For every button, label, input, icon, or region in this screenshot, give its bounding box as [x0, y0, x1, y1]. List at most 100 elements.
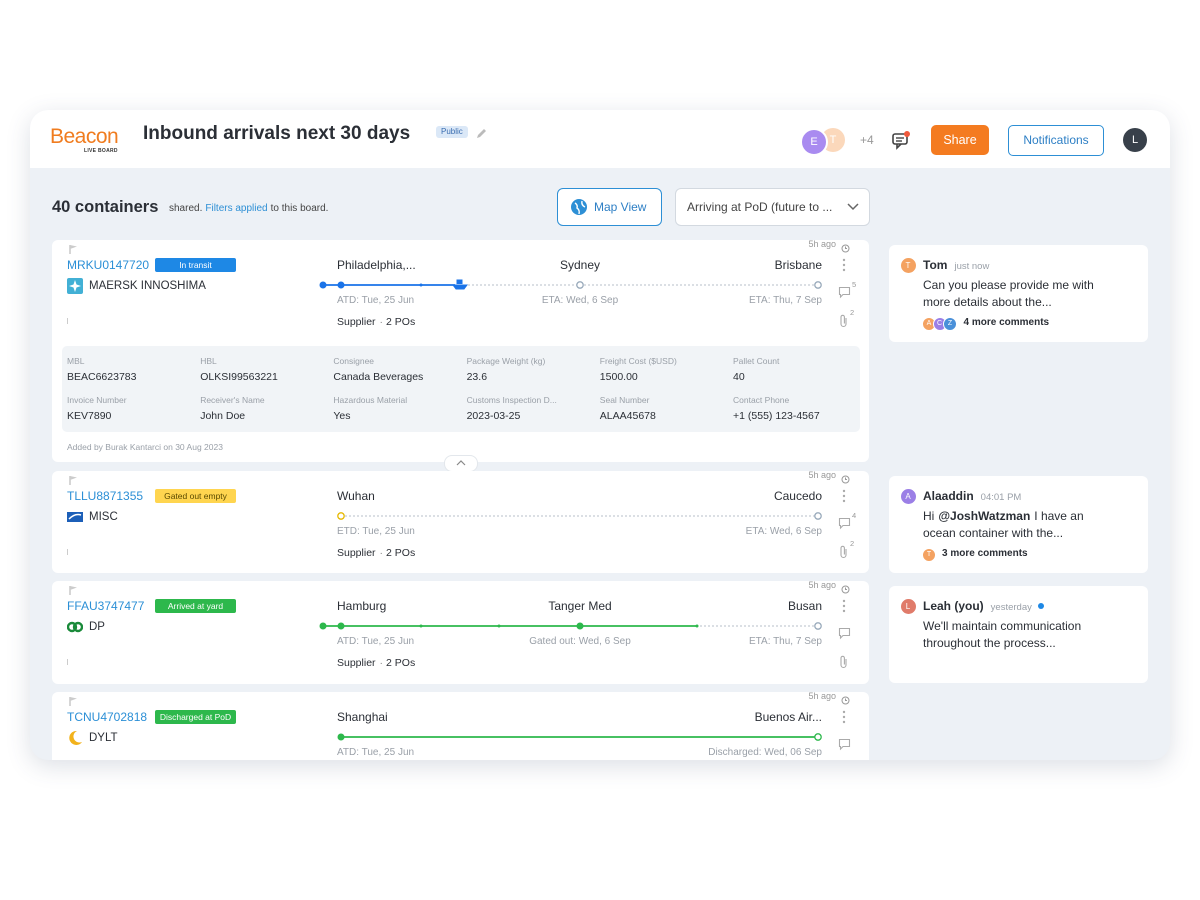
- icon-part: [842, 489, 846, 503]
- share-button[interactable]: Share: [931, 125, 989, 155]
- detail-value: Yes: [333, 409, 351, 422]
- icon-part: [814, 512, 822, 520]
- icon-part: [574, 200, 586, 215]
- comment-header: Tom just now: [923, 257, 989, 275]
- more-comments[interactable]: 3 more comments: [942, 548, 1028, 559]
- icon-part: [838, 738, 851, 751]
- destination: Buenos Air...: [754, 710, 822, 724]
- icon-part: [69, 476, 77, 485]
- more-comments[interactable]: 4 more comments: [963, 317, 1050, 328]
- icon-part: [904, 131, 910, 137]
- flag-icon: [69, 693, 79, 706]
- icon-part: [69, 586, 77, 595]
- icon-part: [841, 696, 850, 705]
- container-card: [52, 581, 869, 684]
- more-members: +4: [860, 133, 874, 147]
- notifications-button[interactable]: Notifications: [1008, 125, 1104, 156]
- map-view-button[interactable]: Map View: [557, 188, 662, 226]
- detail-label: Seal Number: [599, 394, 650, 405]
- detail-value: 40: [733, 371, 745, 383]
- added-by: Added by Burak Kantarci on 30 Aug 2023: [67, 442, 223, 452]
- detail-label: MBL: [67, 356, 85, 366]
- icon-part: [841, 244, 850, 253]
- collapse-button[interactable]: [444, 455, 478, 472]
- destination: Caucedo: [773, 489, 822, 503]
- destination-date: ETA: Wed, 6 Sep: [745, 526, 822, 537]
- board-layer: Beacon LIVE BOARD Inbound arrivals next 30…: [30, 110, 1170, 760]
- icon-part: [841, 475, 850, 484]
- detail-value: 2023-03-25: [466, 409, 521, 422]
- icon-part: [571, 199, 587, 215]
- container-card: [52, 692, 869, 760]
- container-id[interactable]: MRKU0147720: [67, 258, 150, 272]
- icon-part: [841, 696, 850, 705]
- detail-value: +1 (555) 123-4567: [733, 409, 820, 422]
- carrier-name: DP: [89, 621, 105, 633]
- origin: Hamburg: [337, 599, 387, 613]
- icon-part: [842, 599, 846, 603]
- icon-part: [840, 655, 847, 669]
- share-info: shared. Filters applied to this board.: [169, 201, 328, 217]
- icon-part: [69, 697, 77, 706]
- detail-label: Customs Inspection D...: [466, 394, 557, 405]
- filter-label: Arriving at PoD (future to ...: [687, 200, 833, 214]
- detail-value: BEAC6623783: [67, 371, 137, 383]
- icon-part: [576, 281, 584, 289]
- icon-part: [456, 460, 466, 466]
- detail-label: Freight Cost ($USD): [599, 356, 677, 366]
- history-icon: [841, 471, 850, 484]
- history-icon: [841, 692, 850, 705]
- detail-label: Invoice Number: [67, 394, 127, 405]
- comment-text: Hi @JoshWatzman I have an ocean container …: [923, 508, 1113, 542]
- icon-part: [842, 494, 846, 498]
- attachment-count: 2: [850, 539, 855, 548]
- icon-part: [838, 517, 851, 530]
- unread-dot: [1037, 603, 1044, 609]
- icon-part: [842, 609, 846, 613]
- comment-avatar: T: [900, 257, 916, 273]
- icon-part: [70, 476, 77, 480]
- supplier-info: Supplier · 2 POs: [337, 314, 415, 330]
- icon-part: [477, 129, 486, 138]
- detail-label: Hazardous Material: [333, 394, 408, 405]
- detail-value: 23.6: [466, 371, 488, 383]
- attachment-icon: [839, 314, 849, 328]
- updated-time: 5h ago: [808, 470, 836, 480]
- flag-icon: [69, 472, 79, 485]
- filter-dropdown[interactable]: Arriving at PoD (future to ...: [675, 188, 870, 226]
- icon-part: [319, 622, 822, 630]
- icon-part: [66, 621, 84, 633]
- detail-label: HBL: [200, 356, 217, 366]
- board-window: Beacon LIVE BOARD Inbound arrivals next 30…: [30, 110, 1170, 760]
- container-id[interactable]: TLLU8871355: [67, 489, 144, 503]
- container-id[interactable]: FFAU3747477: [67, 599, 145, 613]
- icon-part: [319, 281, 327, 289]
- icon-part: [847, 203, 859, 211]
- container-card: [52, 471, 869, 573]
- visibility-badge: Public: [436, 126, 468, 138]
- icon-part: [69, 730, 82, 745]
- comment-count: 4: [852, 511, 857, 520]
- comment-time: 04:01 PM: [980, 492, 1022, 503]
- comment-author: Tom: [923, 258, 948, 272]
- comment-text: We'll maintain communication throughout …: [923, 618, 1113, 652]
- midpoint-date: Gated out: Wed, 6 Sep: [529, 636, 631, 647]
- comment-author: Alaaddin: [923, 489, 974, 503]
- icon-part: [841, 585, 850, 594]
- divider-mark: [67, 549, 68, 555]
- carrier-name: MISC: [89, 511, 118, 523]
- text: Hi: [923, 509, 935, 523]
- user-avatar: L: [1123, 128, 1147, 152]
- mention: @JoshWatzman: [938, 509, 1031, 523]
- filters-link[interactable]: Filters applied: [205, 203, 268, 214]
- comment-card: [889, 586, 1148, 683]
- icon-part: [840, 545, 847, 559]
- container-id[interactable]: TCNU4702818: [67, 710, 148, 724]
- icon-part: [337, 512, 345, 520]
- carrier-logo: [66, 619, 84, 635]
- icon-part: [70, 697, 77, 701]
- icon-part: [842, 499, 846, 503]
- origin-date: ATD: Tue, 25 Jun: [337, 636, 415, 647]
- map-view-label: Map View: [594, 200, 647, 214]
